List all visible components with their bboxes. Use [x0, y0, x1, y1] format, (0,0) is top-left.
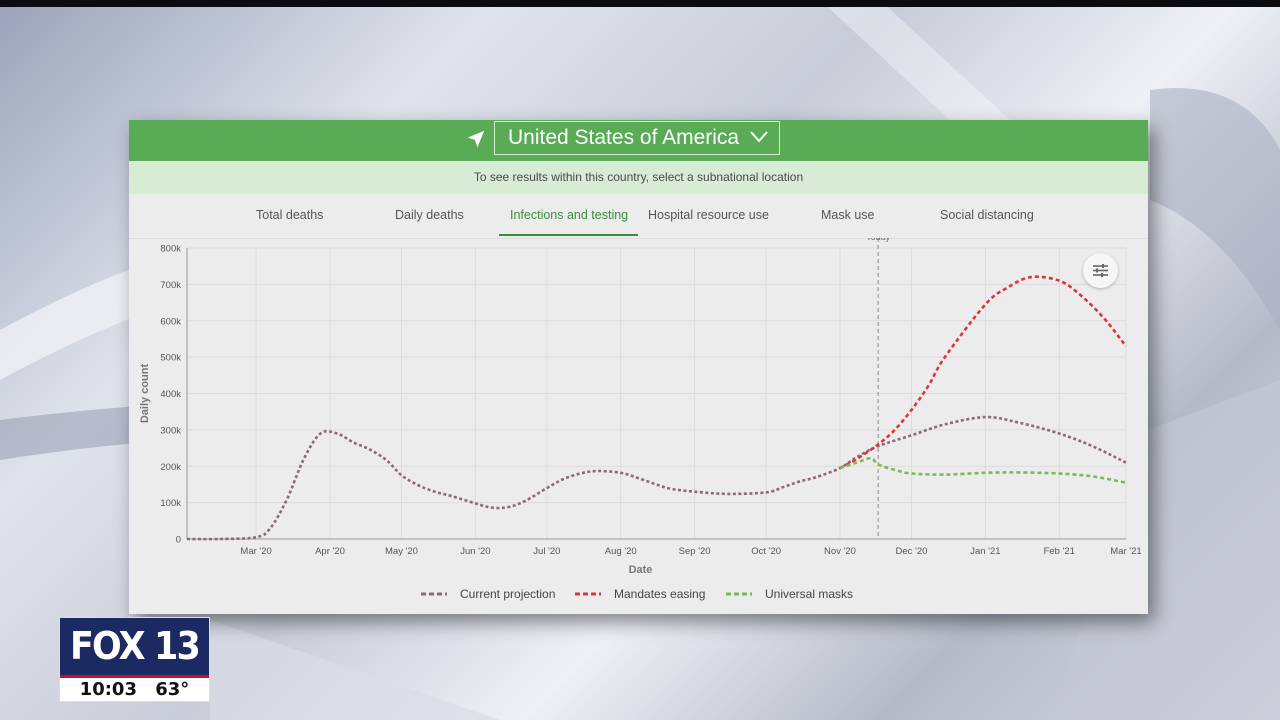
top-black-bar [0, 0, 1280, 7]
today-label: Today [866, 238, 891, 242]
tab-daily-deaths[interactable]: Daily deaths [395, 208, 464, 222]
y-tick-label: 100k [160, 498, 181, 509]
x-tick-label: Jan '21 [970, 546, 1000, 557]
y-tick-label: 600k [160, 316, 181, 327]
tab-total-deaths[interactable]: Total deaths [256, 208, 324, 222]
tune-icon [1093, 264, 1108, 277]
x-tick-label: Jul '20 [533, 546, 560, 557]
station-ticker: 10:03 63° [60, 679, 209, 701]
universal-masks-line [839, 456, 1127, 484]
active-tab-indicator [499, 234, 638, 236]
y-tick-label: 800k [160, 244, 181, 255]
metric-tabs: Total deaths Daily deaths Infections and… [129, 194, 1148, 239]
x-tick-label: Apr '20 [315, 546, 345, 557]
chevron-down-icon [750, 131, 768, 143]
y-axis-label: Daily count [139, 364, 151, 424]
legend-universal-masks-label: Universal masks [765, 587, 853, 601]
x-tick-label: Mar '21 [1110, 546, 1141, 557]
navigation-arrow-icon[interactable] [465, 128, 487, 150]
tab-infections-and-testing[interactable]: Infections and testing [510, 208, 629, 222]
tab-social-distancing[interactable]: Social distancing [940, 208, 1034, 222]
subnational-note: To see results within this country, sele… [473, 170, 804, 184]
x-tick-label: May '20 [385, 546, 418, 557]
chart-settings-button[interactable] [1083, 253, 1118, 288]
x-tick-label: Mar '20 [240, 546, 271, 557]
model-panel: United States of America To see results … [129, 120, 1148, 614]
station-logo-text: FOX 13 [69, 624, 201, 668]
mandates-easing-line [839, 275, 1128, 470]
station-logo-top: FOX 13 [60, 618, 209, 675]
y-tick-label: 700k [160, 280, 181, 291]
x-axis-label: Date [629, 564, 653, 576]
current-projection-line [186, 415, 1127, 541]
x-tick-label: Aug '20 [605, 546, 637, 557]
location-select-value: United States of America [508, 126, 740, 149]
station-logo: FOX 13 10:03 63° [59, 617, 210, 702]
tab-mask-use[interactable]: Mask use [821, 208, 875, 222]
x-tick-label: Sep '20 [679, 546, 711, 557]
y-tick-label: 0 [176, 535, 181, 546]
tab-hospital-resource-use[interactable]: Hospital resource use [648, 208, 769, 222]
legend-mandates-easing-label: Mandates easing [614, 587, 705, 601]
location-bar: United States of America [129, 120, 1148, 161]
y-tick-label: 200k [160, 462, 181, 473]
station-logo-divider [60, 675, 209, 678]
y-tick-label: 300k [160, 425, 181, 436]
subnational-note-bar: To see results within this country, sele… [129, 161, 1148, 194]
x-tick-label: Jun '20 [460, 546, 490, 557]
y-tick-label: 400k [160, 389, 181, 400]
x-tick-label: Dec '20 [896, 546, 928, 557]
x-tick-label: Feb '21 [1044, 546, 1075, 557]
y-tick-label: 500k [160, 353, 181, 364]
x-tick-label: Nov '20 [824, 546, 856, 557]
station-time: 10:03 [79, 679, 137, 700]
legend-current-projection-label: Current projection [460, 587, 555, 601]
x-tick-label: Oct '20 [751, 546, 781, 557]
location-select[interactable]: United States of America [494, 121, 780, 155]
station-temperature: 63° [155, 679, 190, 700]
daily-count-chart: 0 100k 200k 300k 400k 500k 600k 700k 800k Mar '20… [139, 238, 1142, 601]
